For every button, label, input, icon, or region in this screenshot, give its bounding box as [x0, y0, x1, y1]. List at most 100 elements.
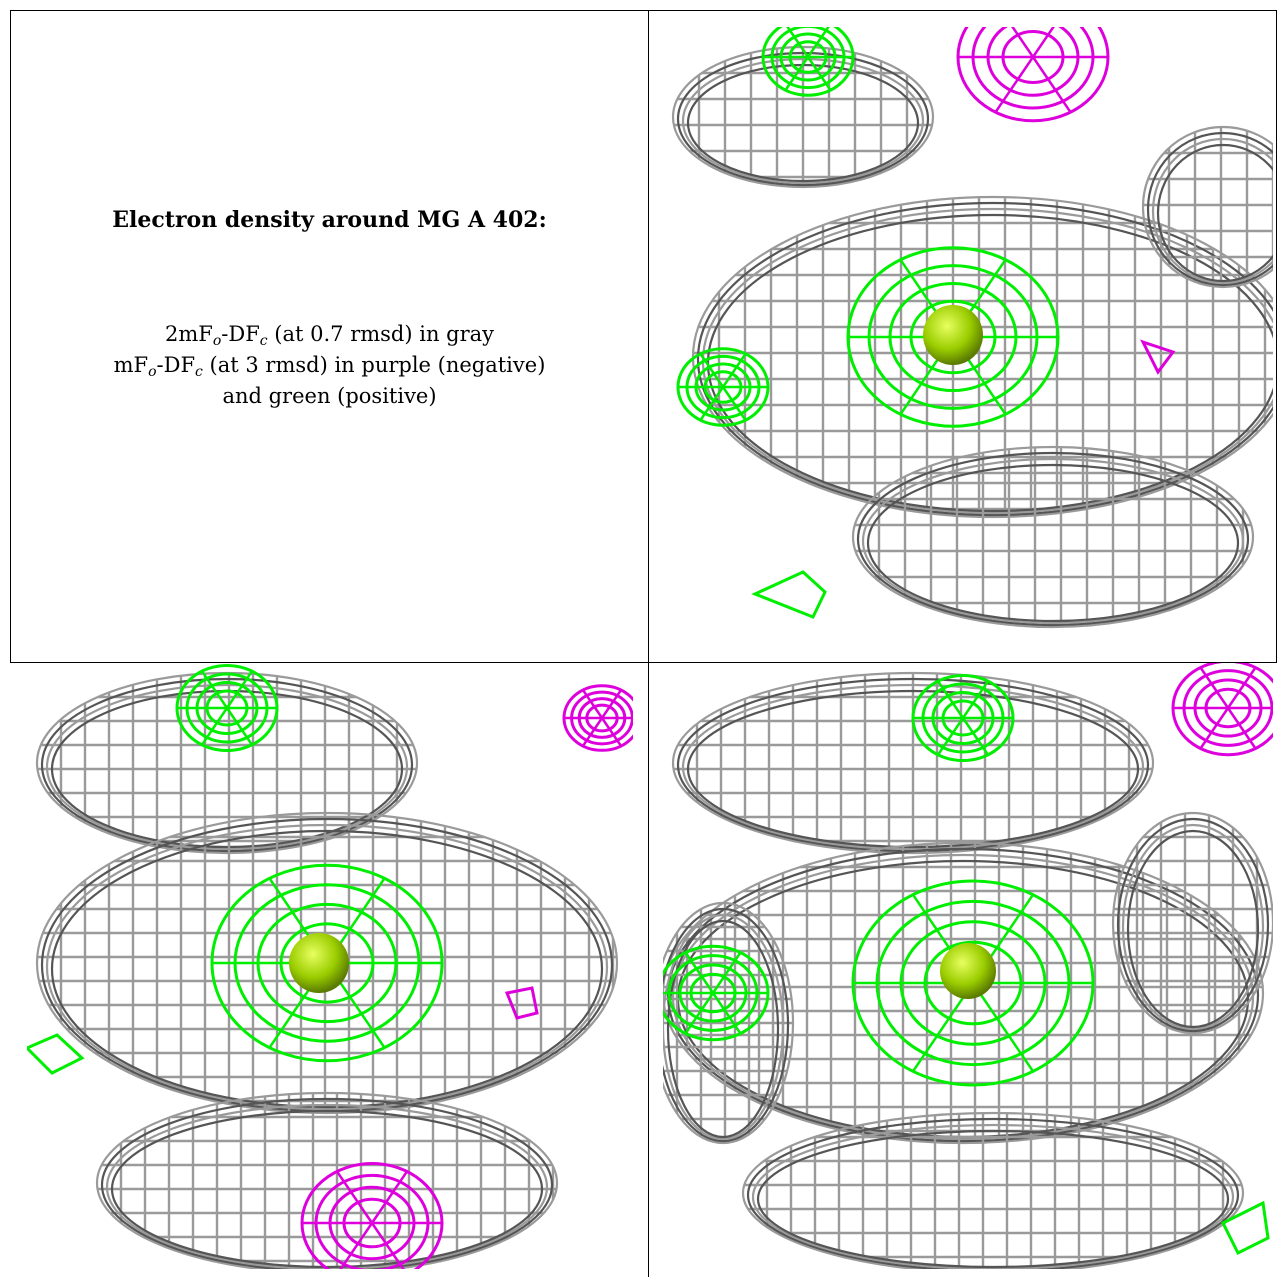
mesh-contour: [666, 919, 780, 1139]
cage-spoke: [225, 707, 254, 746]
positive-density-marker: [27, 1033, 85, 1075]
caption-line-2-b-sub: c: [195, 364, 203, 380]
caption-line-1-c: (at 0.7 rmsd) in gray: [267, 322, 495, 346]
mesh-contour: [40, 677, 414, 853]
cage-ring: [986, 27, 1080, 97]
positive-density-cage: [761, 27, 855, 97]
mesh-contour: [1116, 817, 1270, 1033]
cage-spoke: [961, 717, 990, 756]
density-mesh-view: [663, 663, 1273, 1269]
caption-line-2-a: mF: [113, 353, 149, 377]
negative-density-cage: [956, 27, 1110, 123]
cage-spoke: [786, 27, 810, 58]
gray-density-blob: [1141, 125, 1273, 289]
cage-spoke: [581, 689, 604, 719]
mesh-contour: [681, 57, 925, 185]
mesh-contour: [861, 457, 1245, 625]
cage-spoke: [339, 1222, 374, 1269]
mesh-contour: [50, 829, 604, 1109]
cage-spoke: [971, 982, 1035, 1073]
gray-density-blob: [851, 445, 1255, 629]
mesh-contour: [671, 45, 935, 189]
mesh-contour: [1111, 811, 1273, 1035]
frame-middle-vertical: [648, 10, 649, 1277]
cage-spoke: [711, 951, 742, 994]
caption-line-2: mFo-DFc (at 3 rmsd) in purple (negative): [11, 350, 648, 381]
mesh-contour: [1121, 823, 1265, 1031]
negative-density-marker: [504, 986, 539, 1020]
cage-spoke: [1199, 707, 1230, 750]
cage-spoke: [600, 717, 623, 747]
mesh-contour: [663, 913, 785, 1141]
caption-line-2-c: (at 3 rmsd) in purple (negative): [202, 353, 546, 377]
caption-line-1-b: -DF: [221, 322, 260, 346]
mesh-contour: [706, 213, 1273, 513]
cage-spoke: [721, 386, 747, 421]
positive-density-cage: [851, 879, 1095, 1087]
cage-spoke: [699, 353, 725, 388]
cage-spoke: [370, 1222, 405, 1269]
caption-title: Electron density around MG A 402:: [112, 207, 547, 233]
mesh-contour: [856, 451, 1250, 627]
mesh-contour: [676, 51, 930, 187]
caption-line-1-a-sub: o: [212, 333, 222, 349]
frame-middle-horizontal: [10, 662, 1277, 663]
positive-density-marker: [1220, 1200, 1270, 1256]
density-mesh-view: [27, 664, 633, 1269]
cage-spoke: [711, 992, 742, 1035]
mesh-contour: [696, 201, 1273, 517]
cage-spoke: [936, 680, 965, 719]
frame-top: [10, 10, 1277, 11]
cage-spoke: [1031, 27, 1055, 58]
positive-density-cage: [676, 347, 770, 427]
view-bottom-right: [663, 663, 1273, 1269]
cage-spoke: [200, 670, 229, 709]
mesh-contour: [663, 841, 1265, 1145]
caption-line-2-a-sub: o: [148, 364, 157, 380]
negative-density-cage: [562, 684, 633, 752]
gray-density-blob: [741, 1111, 1245, 1269]
positive-density-cage: [663, 944, 770, 1042]
positive-density-cage: [911, 674, 1015, 762]
mesh-contour: [95, 1091, 559, 1269]
cage-spoke: [1226, 707, 1257, 750]
mesh-contour: [1151, 137, 1273, 285]
mg-atom-sphere: [289, 933, 349, 993]
cage-spoke: [721, 353, 747, 388]
cage-spoke: [806, 27, 830, 58]
cage-ring: [300, 1162, 444, 1269]
mg-atom-sphere: [940, 943, 996, 999]
mesh-contour: [686, 689, 1140, 849]
negative-density-marker: [1140, 339, 1176, 375]
cage-spoke: [1226, 666, 1257, 709]
mesh-contour: [1146, 131, 1273, 287]
mesh-contour: [663, 907, 790, 1143]
positive-density-marker: [751, 570, 827, 619]
gray-density-blob: [671, 45, 935, 189]
cage-spoke: [200, 707, 229, 746]
mesh-contour: [866, 463, 1240, 623]
mesh-contour: [851, 445, 1255, 629]
caption-line-1-b-sub: c: [259, 333, 268, 349]
gray-density-blob: [95, 1091, 559, 1269]
gray-density-blob: [1111, 811, 1273, 1035]
cage-spoke: [600, 689, 623, 719]
mesh-contour: [35, 811, 619, 1115]
mesh-contour: [741, 1111, 1245, 1269]
mg-atom-sphere: [923, 305, 983, 365]
cage-spoke: [961, 680, 990, 719]
view-top-right: [663, 27, 1273, 633]
cage-spoke: [370, 1170, 409, 1224]
caption-line-3: and green (positive): [222, 384, 437, 408]
cage-spoke: [936, 717, 965, 756]
mesh-contour: [1126, 829, 1260, 1029]
positive-density-cage: [175, 664, 279, 752]
caption-body: 2mFo-DFc (at 0.7 rmsd) in gray mFo-DFc (…: [11, 319, 648, 412]
caption-line-1: 2mFo-DFc (at 0.7 rmsd) in gray: [11, 319, 648, 350]
cage-spoke: [684, 951, 715, 994]
mesh-contour: [100, 1097, 554, 1269]
caption-panel: Electron density around MG A 402: 2mFo-D…: [11, 11, 648, 662]
cage-spoke: [581, 717, 604, 747]
mesh-contour: [756, 1129, 1230, 1269]
